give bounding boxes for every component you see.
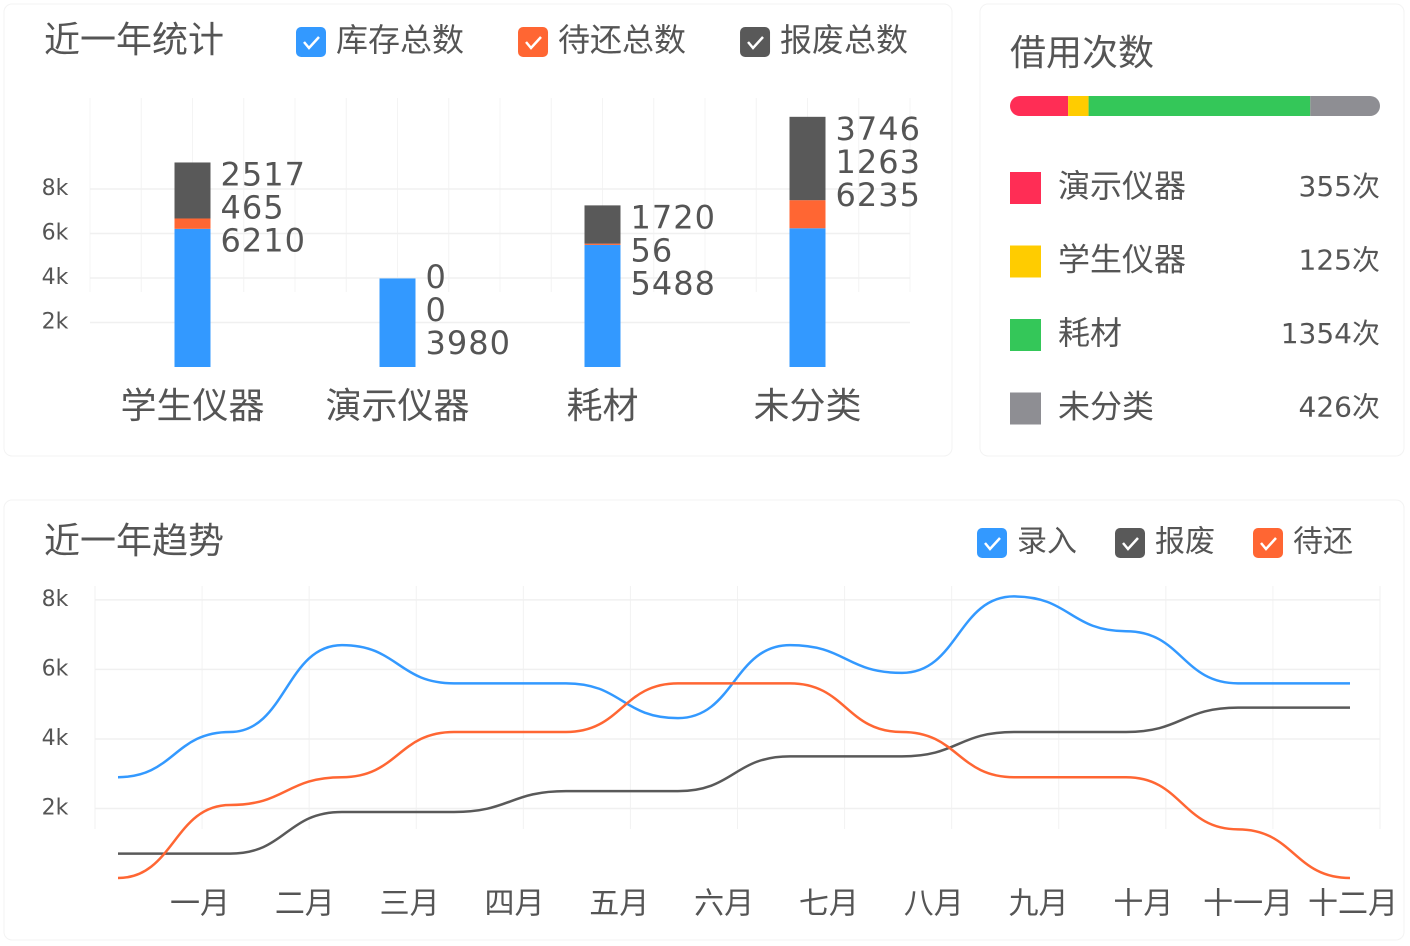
value-label: 0 bbox=[426, 291, 447, 329]
progress-segment bbox=[1010, 96, 1069, 116]
legend-item[interactable]: 待还 bbox=[1253, 525, 1353, 560]
borrow-card bbox=[979, 3, 1405, 457]
progress-segment bbox=[1310, 96, 1380, 116]
bar-segment bbox=[789, 200, 826, 229]
bar-segment bbox=[584, 243, 621, 245]
x-tick-label: 耗材 bbox=[566, 386, 638, 427]
legend-check bbox=[525, 36, 542, 50]
progress-segment bbox=[1088, 96, 1311, 116]
legend-swatch bbox=[1010, 172, 1041, 204]
legend-checkbox bbox=[518, 27, 549, 57]
x-tick-label: 五月 bbox=[589, 887, 649, 922]
legend-swatch bbox=[1010, 392, 1041, 425]
x-tick-label: 三月 bbox=[380, 887, 440, 922]
bar-segment bbox=[174, 218, 211, 229]
bar-segment bbox=[584, 244, 621, 367]
legend-item[interactable]: 报废 bbox=[1115, 525, 1215, 560]
legend-item[interactable]: 库存总数 bbox=[296, 21, 464, 59]
y-tick-label: 4k bbox=[42, 265, 69, 290]
legend-label: 待还总数 bbox=[558, 21, 686, 59]
x-tick-label: 十二月 bbox=[1308, 887, 1398, 922]
x-tick-label: 未分类 bbox=[753, 386, 861, 427]
legend-checkbox bbox=[977, 528, 1007, 558]
y-tick-label: 2k bbox=[42, 795, 69, 820]
bar-segment bbox=[789, 116, 826, 201]
bar-segment bbox=[584, 205, 621, 244]
legend-item[interactable]: 待还总数 bbox=[518, 21, 686, 59]
legend-checkbox bbox=[296, 27, 326, 57]
legend-label: 学生仪器 bbox=[1058, 241, 1186, 279]
legend-label: 演示仪器 bbox=[1058, 167, 1186, 205]
legend-label: 库存总数 bbox=[336, 21, 464, 59]
legend-check bbox=[747, 36, 764, 50]
chart-title: 借用次数 bbox=[1010, 33, 1154, 74]
line-series bbox=[118, 706, 1350, 855]
y-tick-label: 2k bbox=[42, 310, 69, 335]
x-tick-label: 十一月 bbox=[1203, 887, 1293, 922]
y-tick-label: 8k bbox=[42, 176, 69, 201]
y-tick-label: 6k bbox=[42, 656, 69, 681]
legend-check bbox=[1260, 537, 1277, 551]
x-tick-label: 八月 bbox=[904, 887, 964, 922]
x-tick-label: 四月 bbox=[484, 887, 544, 922]
bar-segment bbox=[789, 228, 826, 367]
legend-label: 耗材 bbox=[1058, 314, 1122, 352]
x-tick-label: 学生仪器 bbox=[120, 386, 264, 427]
legend-checkbox bbox=[740, 27, 771, 57]
x-tick-label: 演示仪器 bbox=[325, 386, 469, 427]
legend-label: 录入 bbox=[1017, 525, 1077, 560]
legend-label: 报废总数 bbox=[780, 21, 908, 59]
y-tick-label: 6k bbox=[42, 221, 69, 246]
progress-bar bbox=[1010, 96, 1380, 116]
legend-swatch bbox=[1010, 319, 1041, 351]
x-tick-label: 七月 bbox=[799, 887, 859, 922]
value-label: 6235 bbox=[836, 176, 921, 214]
x-tick-label: 六月 bbox=[694, 887, 754, 922]
legend-swatch bbox=[1010, 245, 1041, 278]
value-label: 355次 bbox=[1299, 170, 1380, 203]
value-label: 1720 bbox=[631, 198, 716, 236]
value-label: 1263 bbox=[836, 143, 921, 181]
x-tick-label: 九月 bbox=[1009, 887, 1069, 922]
bar-segment bbox=[174, 162, 211, 219]
legend-label: 报废 bbox=[1155, 525, 1215, 560]
x-tick-label: 十月 bbox=[1113, 887, 1173, 922]
value-label: 3746 bbox=[836, 110, 921, 148]
line-series bbox=[117, 595, 1350, 779]
value-label: 125次 bbox=[1299, 244, 1380, 277]
bar-segment bbox=[174, 228, 211, 367]
legend-label: 待还 bbox=[1293, 525, 1353, 560]
y-tick-label: 4k bbox=[42, 726, 69, 751]
legend-check bbox=[1122, 537, 1139, 551]
value-label: 3980 bbox=[426, 324, 511, 362]
stats-card bbox=[3, 3, 953, 457]
value-label: 1354次 bbox=[1281, 317, 1380, 350]
value-label: 465 bbox=[221, 188, 285, 226]
y-tick-label: 8k bbox=[42, 587, 69, 612]
chart-title: 近一年趋势 bbox=[44, 521, 224, 562]
value-label: 56 bbox=[631, 231, 674, 269]
x-tick-label: 二月 bbox=[275, 887, 335, 922]
value-label: 6210 bbox=[221, 221, 306, 259]
x-tick-label: 一月 bbox=[170, 887, 230, 922]
legend-item[interactable]: 录入 bbox=[977, 525, 1077, 560]
bar-segment bbox=[379, 278, 416, 367]
chart-title: 近一年统计 bbox=[44, 20, 224, 61]
line-series bbox=[117, 682, 1351, 880]
legend-check bbox=[984, 537, 1001, 551]
trend-card bbox=[3, 499, 1405, 941]
value-label: 0 bbox=[426, 258, 447, 296]
legend-item[interactable]: 报废总数 bbox=[740, 21, 908, 59]
value-label: 426次 bbox=[1299, 391, 1380, 424]
legend-checkbox bbox=[1253, 528, 1283, 558]
legend-checkbox bbox=[1115, 528, 1145, 558]
value-label: 2517 bbox=[221, 155, 306, 193]
legend-label: 未分类 bbox=[1058, 388, 1154, 426]
value-label: 5488 bbox=[631, 264, 716, 302]
legend-check bbox=[303, 36, 320, 50]
progress-segment bbox=[1068, 96, 1089, 116]
